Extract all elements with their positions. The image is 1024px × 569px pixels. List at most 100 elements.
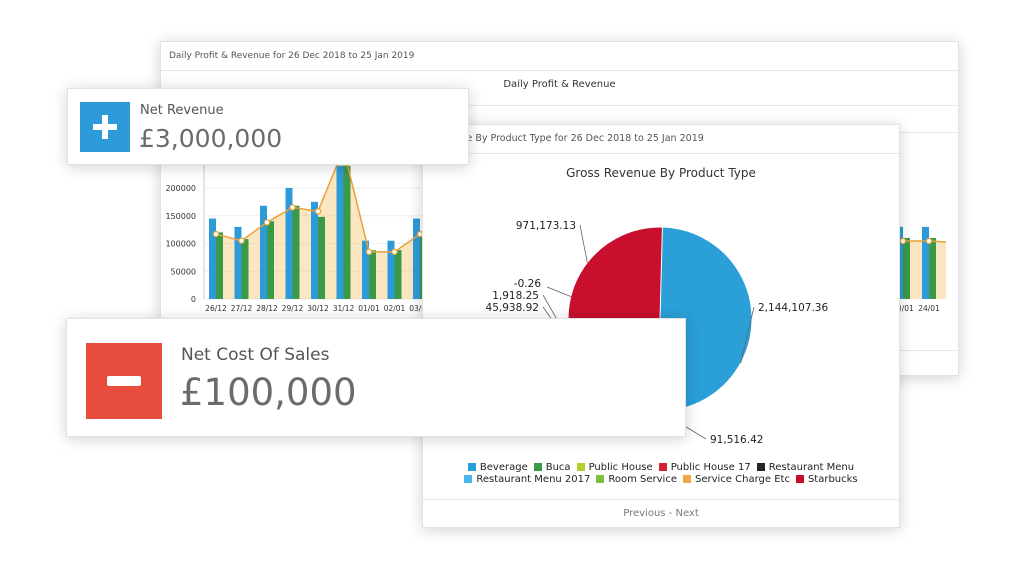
legend-item[interactable]: Starbucks <box>795 474 858 486</box>
line-point <box>365 248 373 256</box>
legend-swatch <box>576 463 585 471</box>
bar <box>216 232 223 299</box>
legend-label: Room Service <box>608 474 677 485</box>
net-cost-card: Net Cost Of Sales £100,000 <box>66 318 686 437</box>
x-tick-label: 24/01 <box>918 304 940 313</box>
net-cost-label: Net Cost Of Sales <box>181 345 330 365</box>
x-tick-label: 30/12 <box>307 304 329 313</box>
line-point <box>238 237 245 244</box>
next-link[interactable]: Next <box>675 508 699 519</box>
bar <box>336 165 344 299</box>
legend-item[interactable]: Restaurant Menu 2017 <box>464 474 590 486</box>
y-tick-label: 50000 <box>171 267 196 276</box>
line-point <box>314 208 322 215</box>
legend-item[interactable]: Room Service <box>596 474 677 486</box>
net-revenue-label: Net Revenue <box>140 103 224 118</box>
pie-chart-title: Gross Revenue By Product Type <box>566 166 756 180</box>
bar <box>292 205 300 299</box>
data-label: -0.26 <box>514 278 541 290</box>
legend-label: Restaurant Menu <box>768 462 855 473</box>
data-label: 971,173.13 <box>516 220 576 232</box>
legend-item[interactable]: Restaurant Menu <box>756 462 855 474</box>
daily-bar-chart: 0 50000 100000 150000 200000 26/12 27/12 28/12 2… <box>165 145 947 313</box>
pager: Previous - Next <box>423 499 899 527</box>
y-tick-label: 0 <box>191 295 196 304</box>
legend-swatch <box>467 463 476 471</box>
legend-swatch <box>658 463 667 471</box>
legend-label: Buca <box>545 462 571 473</box>
legend-item[interactable]: Public House 17 <box>658 462 751 474</box>
bar <box>387 240 395 299</box>
x-tick-label: 26/12 <box>205 304 227 313</box>
x-tick-label: 03/01 <box>409 304 431 313</box>
legend-row: Restaurant Menu 2017 Room Service Service … <box>423 474 899 486</box>
bar <box>929 237 936 299</box>
legend-label: Public House <box>588 462 653 473</box>
leader-line <box>546 286 573 298</box>
bar <box>903 237 910 299</box>
line-point <box>899 237 907 245</box>
legend-swatch <box>756 463 765 471</box>
legend-label: Public House 17 <box>670 462 751 473</box>
bar <box>922 226 929 299</box>
legend-item[interactable]: Service Charge Etc <box>683 474 790 486</box>
x-tick-label: 28/12 <box>256 304 278 313</box>
data-label: 45,938.92 <box>486 302 539 314</box>
plus-icon <box>80 102 130 152</box>
leader-line <box>740 306 755 364</box>
legend-item[interactable]: Public House <box>576 462 653 474</box>
legend-label: Starbucks <box>807 474 858 485</box>
line-point <box>925 237 933 245</box>
line-point <box>212 230 220 238</box>
data-label: 1,918.25 <box>492 290 539 302</box>
x-tick-label: 02/01 <box>384 304 406 313</box>
x-tick-label: 31/12 <box>333 304 355 313</box>
net-cost-value: £100,000 <box>180 371 357 414</box>
minus-icon <box>86 343 162 419</box>
daily-panel-header: Daily Profit & Revenue for 26 Dec 2018 t… <box>161 42 958 71</box>
bar <box>394 250 402 299</box>
bar <box>234 226 242 299</box>
bar <box>209 218 216 299</box>
legend-item[interactable]: Buca <box>533 462 571 474</box>
line-point <box>391 248 398 256</box>
bar <box>343 165 351 299</box>
pie-legend: Beverage Buca Public House Public House 17 R… <box>423 462 899 486</box>
data-label: 2,144,107.36 <box>758 302 828 314</box>
bar <box>267 221 274 299</box>
y-tick-label: 150000 <box>165 212 196 221</box>
bar <box>260 205 267 299</box>
bar <box>369 250 376 299</box>
legend-label: Beverage <box>479 462 528 473</box>
bar <box>285 188 293 299</box>
line-point <box>289 204 296 211</box>
legend-label: Service Charge Etc <box>695 474 790 485</box>
line-point <box>263 219 271 226</box>
bar <box>311 201 318 299</box>
legend-row: Beverage Buca Public House Public House 17 R… <box>423 462 899 474</box>
divider <box>161 105 958 106</box>
legend-swatch <box>464 475 473 483</box>
legend-label: Restaurant Menu 2017 <box>476 474 591 485</box>
pager-separator: - <box>665 508 676 519</box>
y-tick-label: 200000 <box>165 184 196 193</box>
data-label: 91,516.42 <box>710 434 763 446</box>
x-tick-label: 29/12 <box>282 304 304 313</box>
y-tick-label: 100000 <box>165 240 196 249</box>
legend-swatch <box>683 475 691 483</box>
legend-swatch <box>596 475 605 483</box>
legend-swatch <box>795 475 804 483</box>
leader-line <box>579 224 588 263</box>
x-tick-label: 27/12 <box>231 304 253 313</box>
legend-item[interactable]: Beverage <box>467 462 528 474</box>
daily-chart-title: Daily Profit & Revenue <box>503 79 616 90</box>
net-revenue-card: Net Revenue £3,000,000 <box>67 88 469 165</box>
previous-link[interactable]: Previous <box>623 508 666 519</box>
bar <box>241 239 249 299</box>
x-tick-label: 23/01 <box>892 304 914 313</box>
legend-swatch <box>533 463 542 471</box>
x-tick-label: 01/01 <box>358 304 380 313</box>
bar <box>362 240 369 299</box>
bar <box>318 216 325 299</box>
net-revenue-value: £3,000,000 <box>139 124 283 153</box>
